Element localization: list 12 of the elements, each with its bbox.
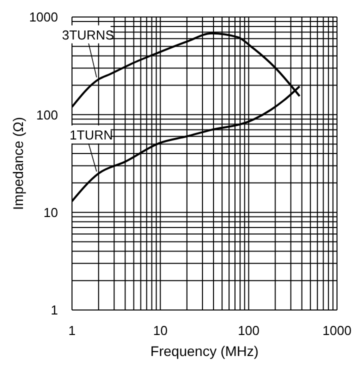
x-axis-title: Frequency (MHz) xyxy=(150,343,259,359)
text: 3TURNS xyxy=(62,27,114,42)
x-tick-label: 1 xyxy=(68,323,76,338)
series-label: 1TURN xyxy=(70,127,113,142)
x-tick-label: 10 xyxy=(153,323,168,338)
y-tick-label: 1000 xyxy=(29,10,58,25)
y-axis-title: Impedance (Ω) xyxy=(10,117,26,210)
y-tick-label: 100 xyxy=(36,107,58,122)
y-tick-label: 1 xyxy=(50,302,58,318)
x-tick-label: 100 xyxy=(238,323,260,338)
y-tick-label: 10 xyxy=(44,204,58,220)
x-tick-label: 1000 xyxy=(322,323,352,338)
